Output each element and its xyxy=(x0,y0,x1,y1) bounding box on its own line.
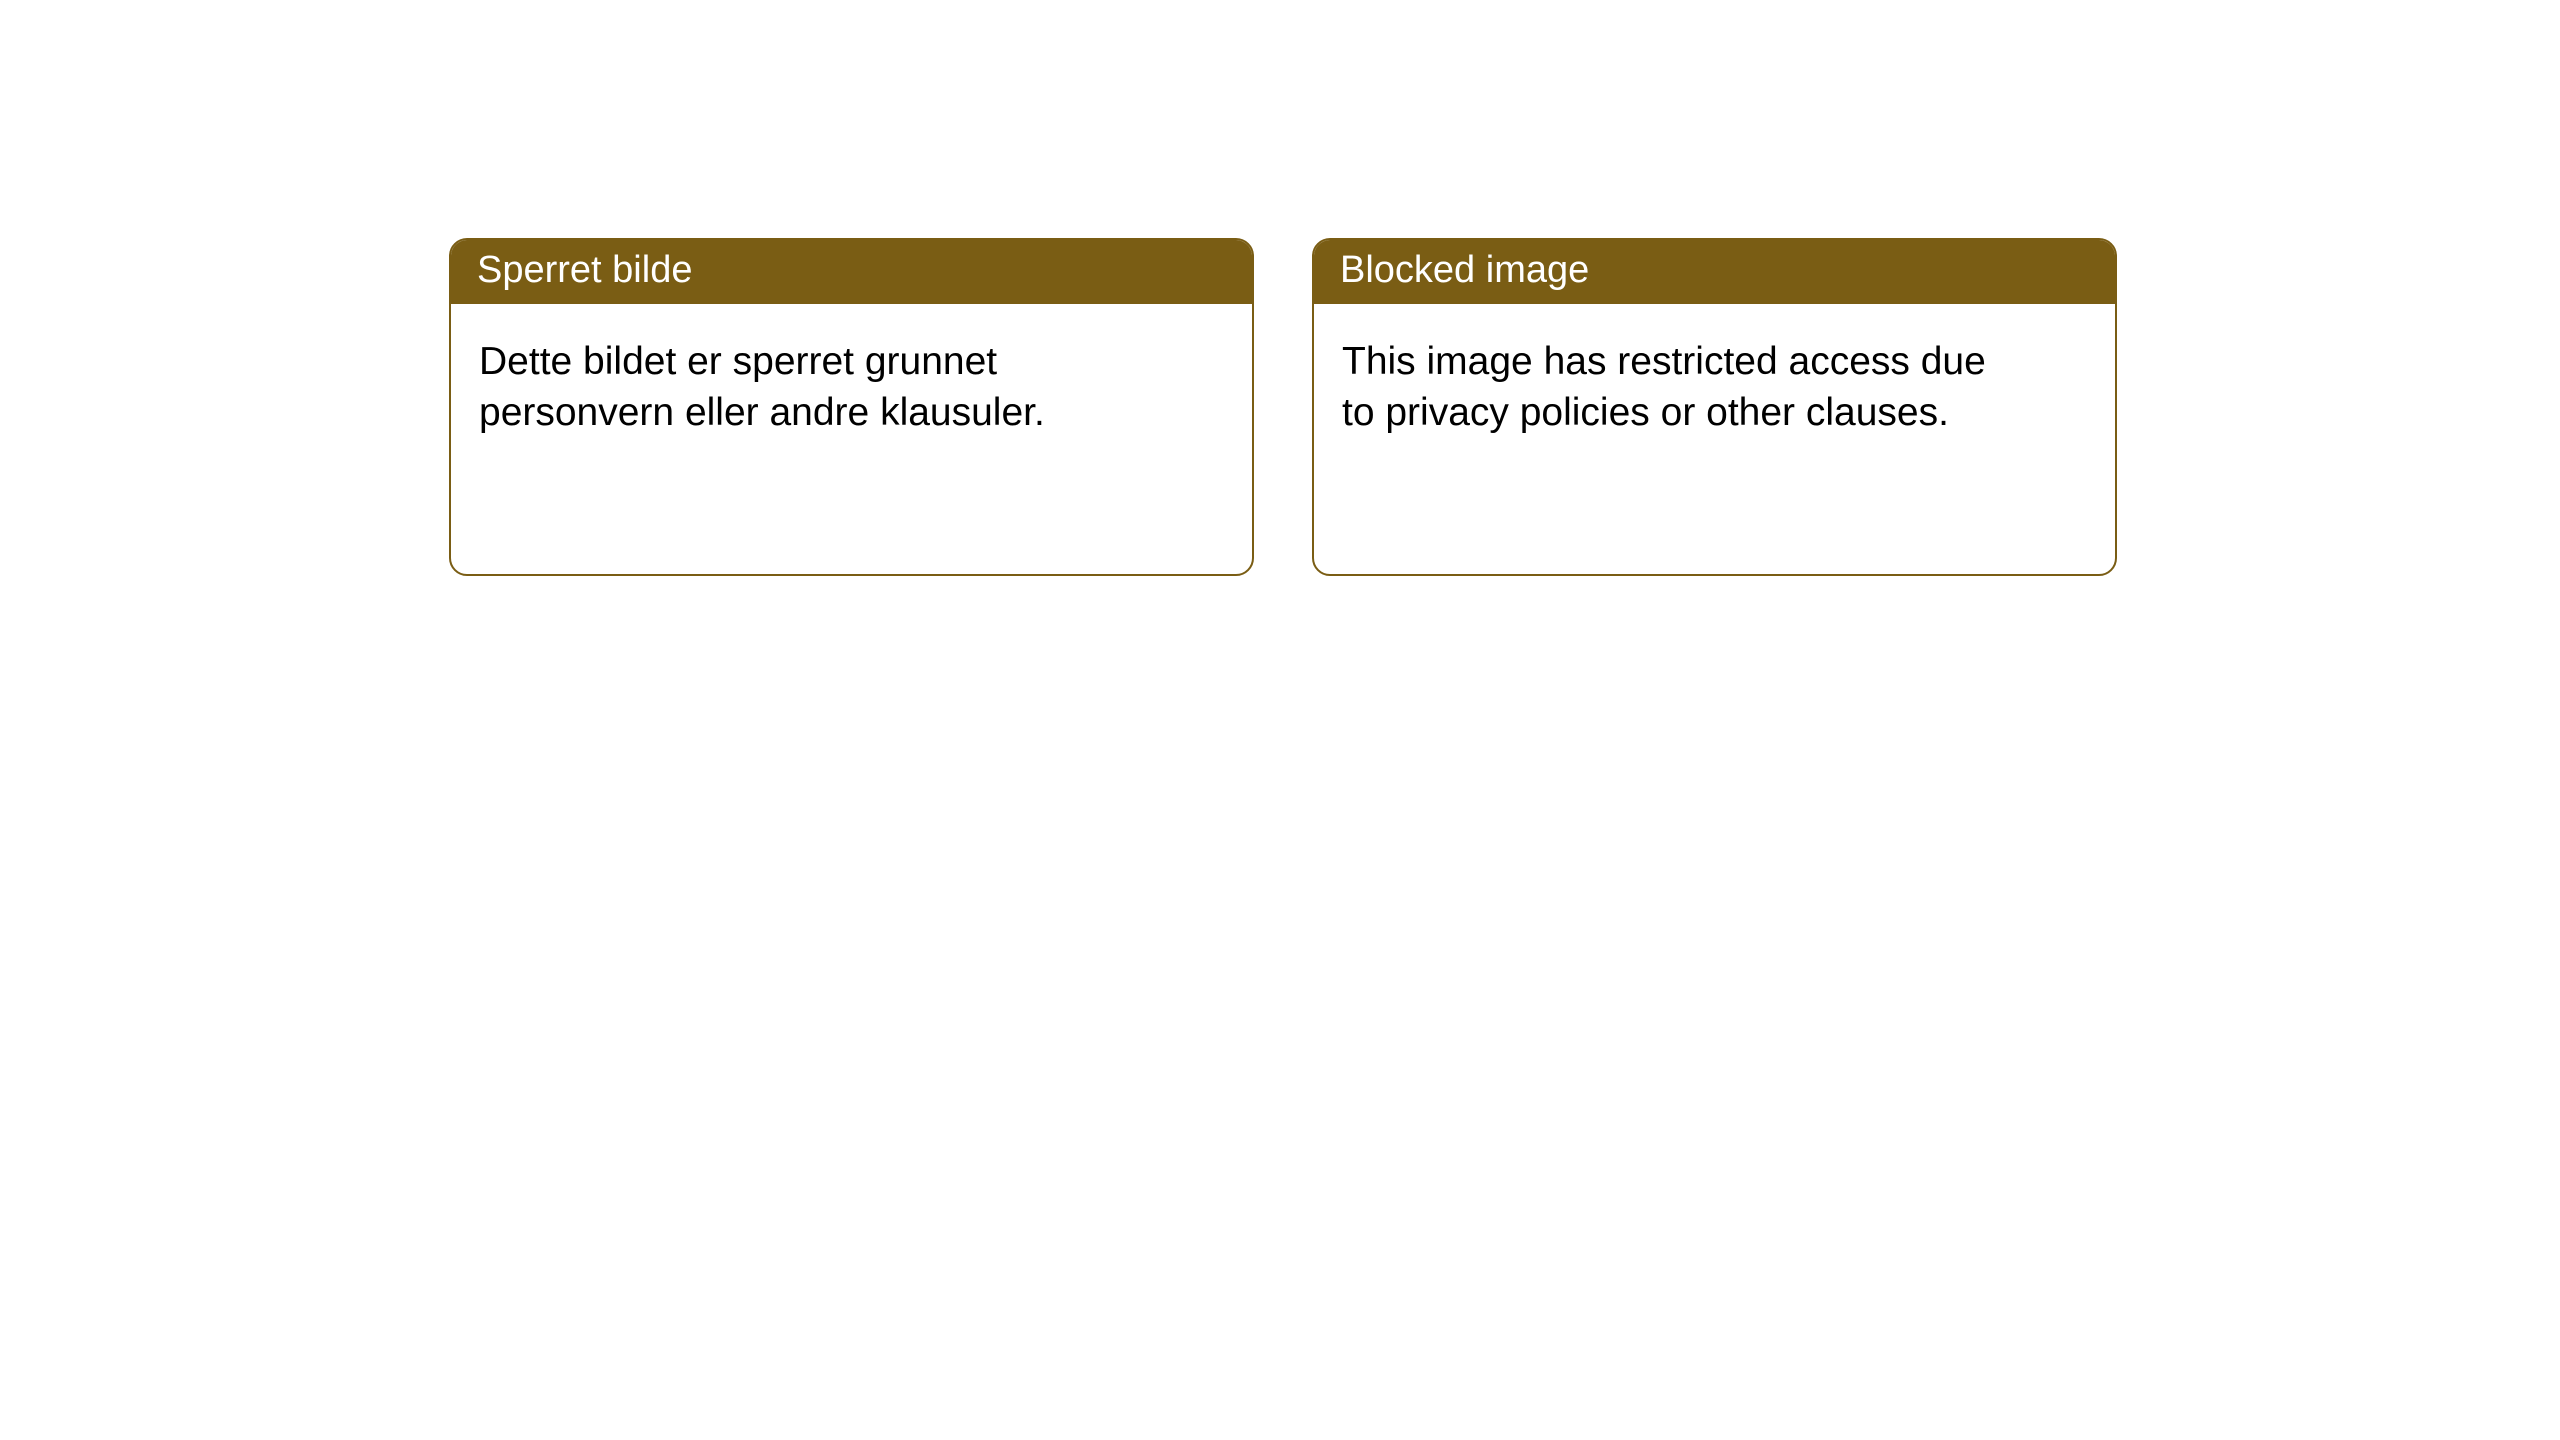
notice-card-english: Blocked image This image has restricted … xyxy=(1312,238,2117,576)
notice-header: Blocked image xyxy=(1314,240,2115,304)
notice-body: Dette bildet er sperret grunnet personve… xyxy=(451,304,1171,471)
notice-title: Blocked image xyxy=(1340,249,1589,291)
notice-body-text: This image has restricted access due to … xyxy=(1342,340,1986,434)
notice-title: Sperret bilde xyxy=(477,249,692,291)
notice-body-text: Dette bildet er sperret grunnet personve… xyxy=(479,340,1045,434)
notice-card-norwegian: Sperret bilde Dette bildet er sperret gr… xyxy=(449,238,1254,576)
notice-body: This image has restricted access due to … xyxy=(1314,304,2034,471)
notice-card-container: Sperret bilde Dette bildet er sperret gr… xyxy=(449,238,2117,576)
notice-header: Sperret bilde xyxy=(451,240,1252,304)
